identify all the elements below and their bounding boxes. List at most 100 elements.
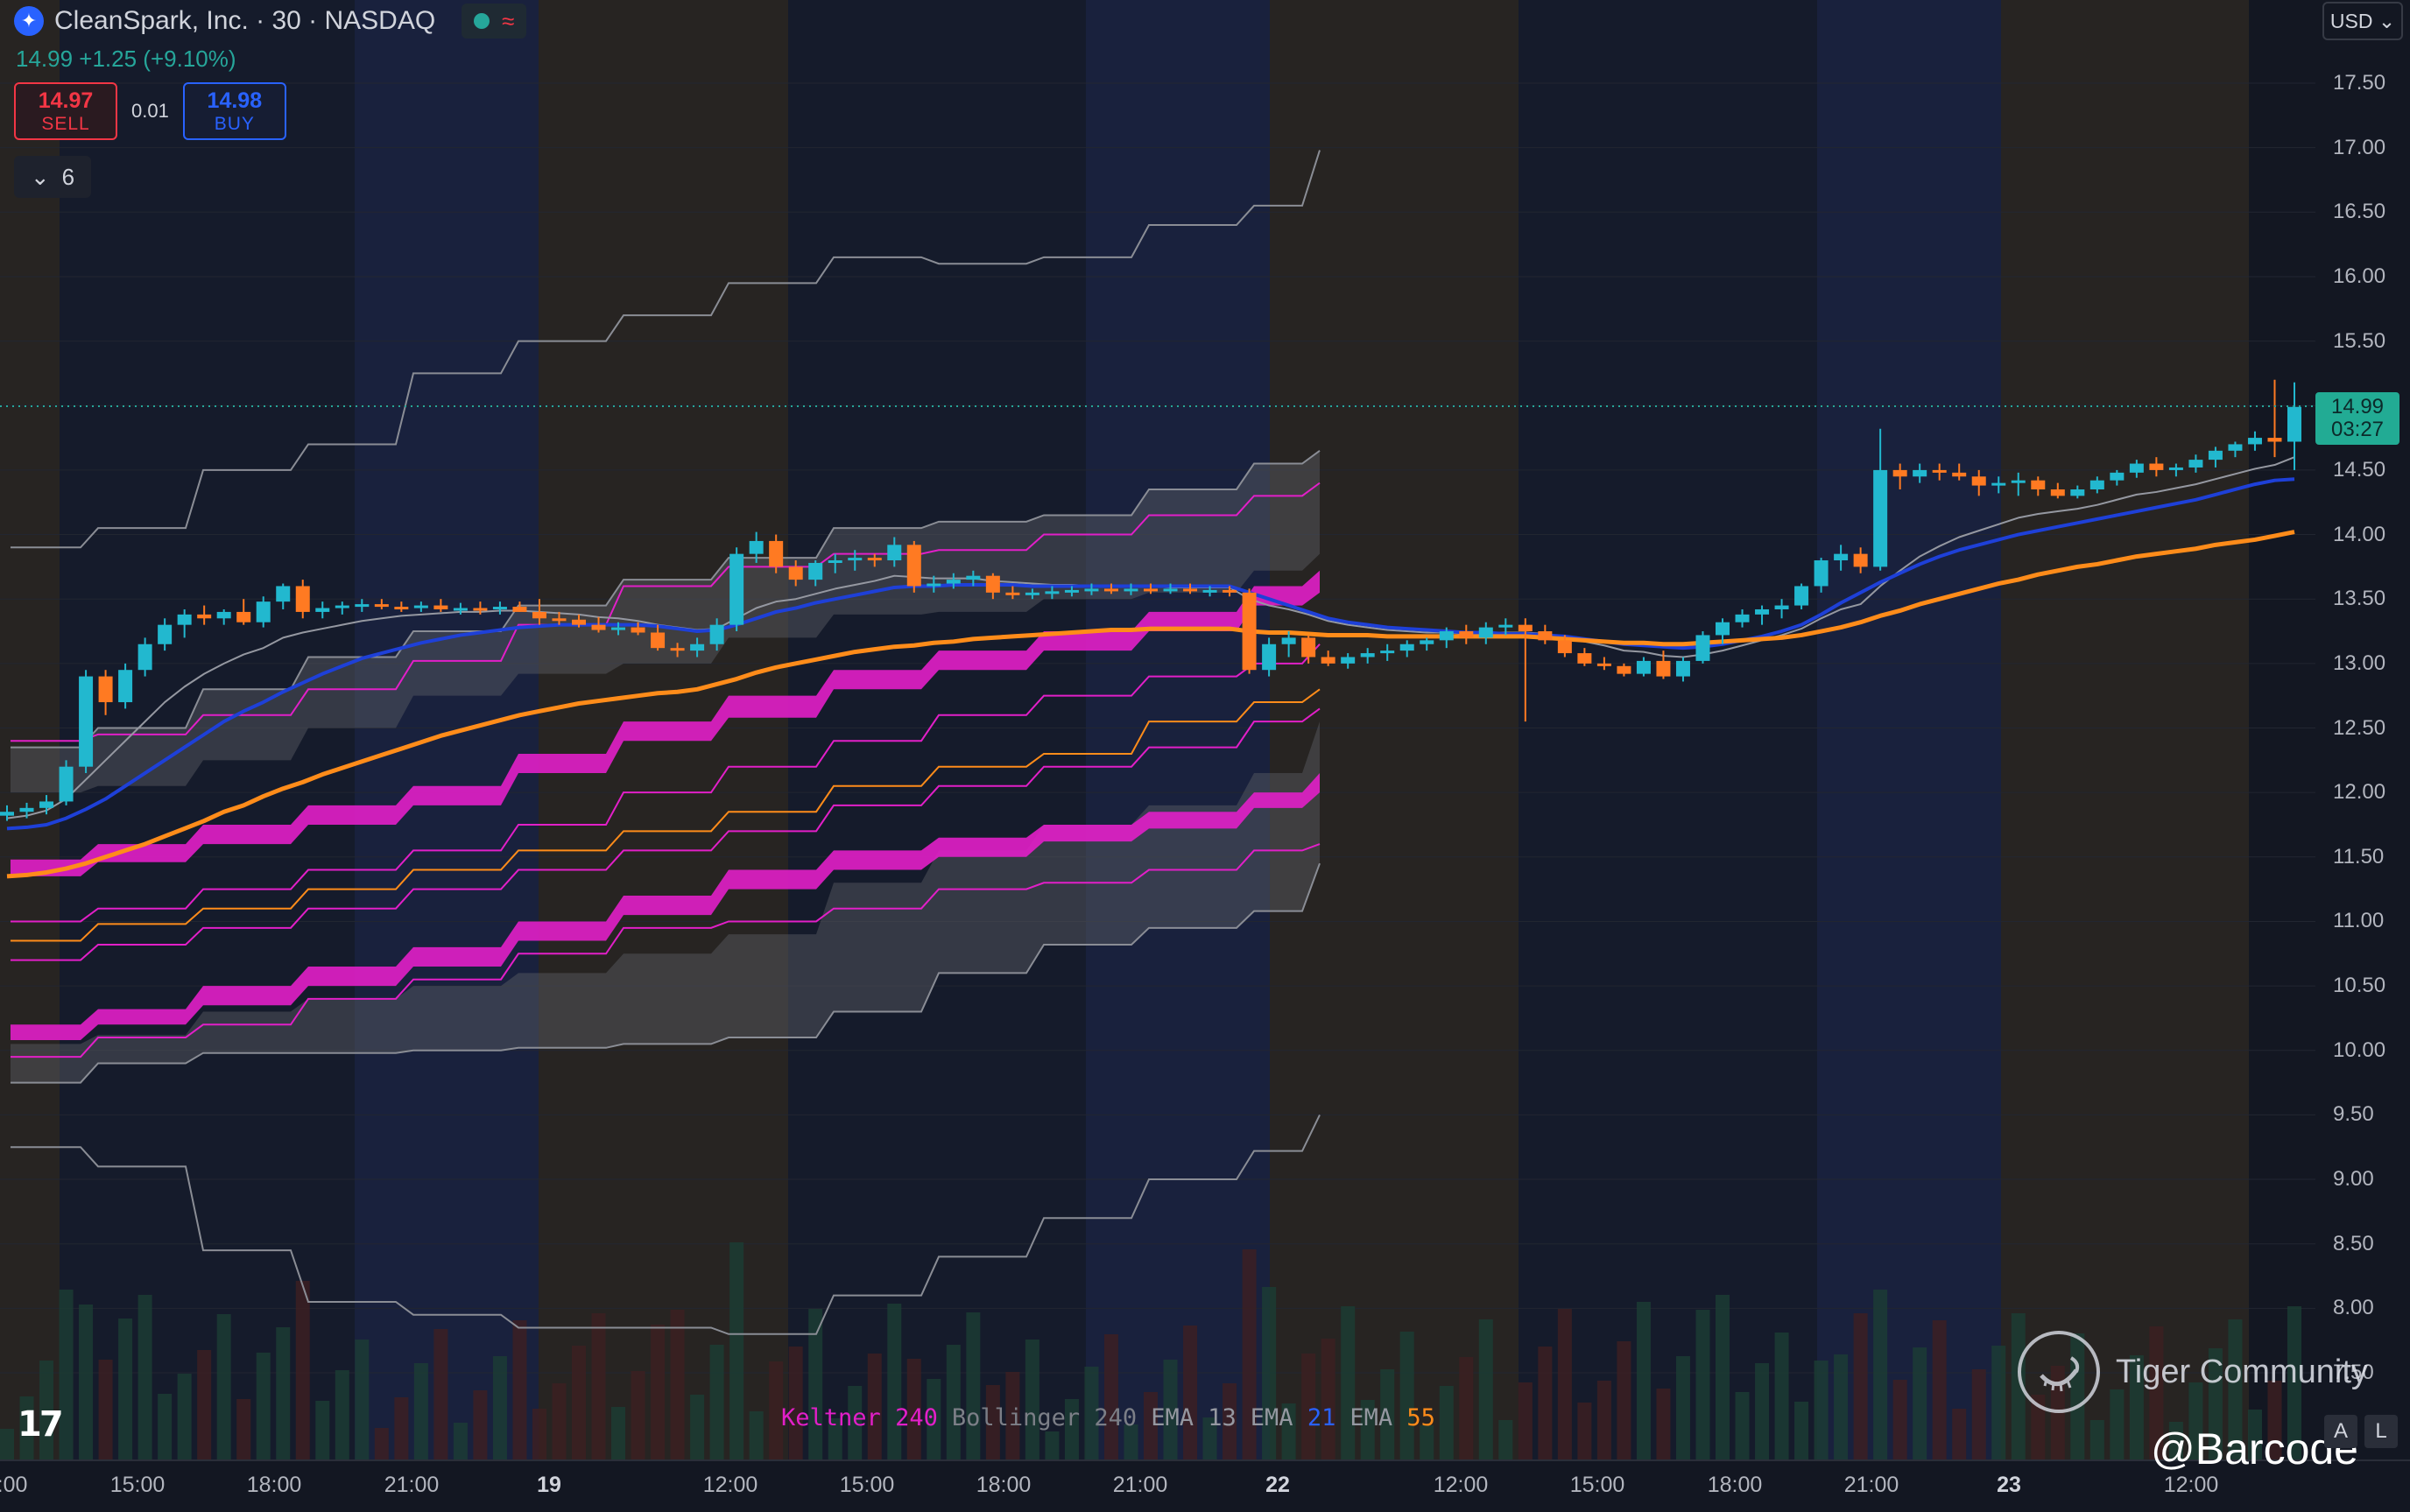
candle-body	[1301, 637, 1316, 658]
volume-bar	[1420, 1425, 1434, 1460]
trade-panel: 14.97 SELL 0.01 14.98 BUY	[14, 82, 286, 140]
candle-body	[1103, 588, 1118, 592]
bollinger-lower-band	[11, 721, 1320, 1083]
candle-body	[1716, 622, 1730, 636]
candle-body	[1735, 614, 1750, 622]
sell-button[interactable]: 14.97 SELL	[14, 82, 117, 140]
session-band	[1817, 0, 2001, 1460]
candle-body	[1005, 592, 1020, 595]
candle-body	[1913, 469, 1927, 477]
volume-bar	[1124, 1424, 1138, 1460]
volume-bar	[2267, 1381, 2282, 1460]
time-tick-label: 19	[537, 1473, 561, 1497]
volume-bar	[315, 1401, 330, 1460]
volume-bar	[1853, 1313, 1868, 1460]
keltner-outer-top	[11, 482, 1321, 742]
candle-body	[59, 766, 74, 802]
auto-scale-button[interactable]: A	[2324, 1415, 2357, 1448]
volume-bar	[158, 1394, 173, 1460]
candle-body	[670, 648, 685, 651]
last-price-value: 14.99	[2330, 395, 2385, 418]
keltner-mid-line	[11, 688, 1321, 942]
tiger-logo-graphic	[2040, 1356, 2080, 1392]
time-tick-label: 15:00	[1569, 1473, 1625, 1497]
market-open-icon	[474, 13, 490, 29]
volume-bar	[1005, 1372, 1020, 1460]
candlesticks	[0, 379, 2301, 821]
wave-icon: ≈	[502, 7, 515, 34]
candle-body	[2089, 480, 2104, 489]
sell-label: SELL	[41, 113, 90, 134]
candle-body	[1952, 472, 1967, 477]
volume-bar	[2031, 1395, 2046, 1460]
candle-body	[788, 566, 803, 580]
volume-bar	[867, 1354, 882, 1460]
candle-body	[1163, 588, 1178, 592]
volume-bar	[177, 1374, 192, 1460]
volume-bar	[788, 1347, 803, 1460]
candle-body	[532, 611, 546, 619]
volume-bar	[1321, 1339, 1335, 1460]
volume-bar	[355, 1340, 370, 1460]
session-band	[1519, 0, 1817, 1460]
indicators-toggle[interactable]: ⌄ 6	[14, 156, 91, 198]
volume-bar	[1025, 1340, 1039, 1460]
volume-bar	[413, 1363, 428, 1460]
currency-selector[interactable]: USD ⌄	[2322, 2, 2403, 40]
volume-bar	[137, 1295, 152, 1460]
chevron-down-icon: ⌄	[30, 163, 50, 190]
volume-bar	[2168, 1422, 2183, 1460]
last-price-badge: 14.99 03:27	[2315, 392, 2399, 445]
price-tick-label: 17.00	[2333, 135, 2386, 159]
volume-bar	[946, 1345, 961, 1460]
volume-bar	[2089, 1420, 2104, 1460]
candle-body	[1991, 482, 2006, 486]
tiger-community-watermark: Tiger Community	[2018, 1331, 2368, 1413]
symbol-logo-icon: ✦	[14, 6, 44, 36]
candle-body	[2267, 438, 2282, 442]
volume-bar	[2011, 1313, 2026, 1460]
volume-bar	[19, 1396, 34, 1460]
tradingview-logo-icon[interactable]: 17	[18, 1404, 64, 1445]
candle-body	[966, 575, 981, 580]
symbol-title[interactable]: CleanSpark, Inc. · 30 · NASDAQ	[54, 6, 436, 35]
candle-body	[453, 608, 468, 611]
volume-bar	[59, 1290, 74, 1460]
candle-body	[1223, 589, 1237, 593]
watermark-text: Tiger Community	[2116, 1353, 2368, 1390]
price-tick-label: 13.00	[2333, 651, 2386, 675]
candle-body	[1478, 627, 1493, 638]
candle-body	[79, 676, 94, 767]
buy-button[interactable]: 14.98 BUY	[182, 82, 286, 140]
legend-keltner[interactable]: Keltner 240	[781, 1404, 938, 1431]
legend-ema13[interactable]: EMA 13	[1151, 1404, 1237, 1431]
candle-body	[492, 607, 507, 610]
candle-body	[216, 611, 231, 619]
volume-bar	[1399, 1332, 1414, 1460]
sell-price: 14.97	[38, 88, 94, 113]
log-scale-button[interactable]: L	[2364, 1415, 2398, 1448]
gridlines	[0, 82, 2315, 1374]
candle-body	[1321, 657, 1335, 664]
bollinger-inner-top	[11, 449, 1321, 749]
candle-body	[2287, 406, 2301, 442]
legend-ema21[interactable]: EMA 21	[1251, 1404, 1336, 1431]
legend-ema55[interactable]: EMA 55	[1349, 1404, 1435, 1431]
time-tick-label: 21:00	[384, 1473, 440, 1497]
candle-body	[1380, 651, 1395, 654]
volume-bar	[1971, 1369, 1986, 1460]
session-band	[788, 0, 1086, 1460]
session-backgrounds	[0, 0, 2249, 1460]
candle-body	[572, 619, 586, 625]
bollinger-outer-top	[11, 150, 1321, 549]
legend-bollinger[interactable]: Bollinger 240	[952, 1404, 1137, 1431]
volume-bar	[1380, 1369, 1395, 1460]
market-status-pill[interactable]: ≈	[462, 4, 527, 39]
indicator-legend[interactable]: Keltner 240 Bollinger 240 EMA 13 EMA 21 …	[781, 1404, 1435, 1431]
volume-bar	[295, 1281, 310, 1460]
volume-bar	[1281, 1403, 1296, 1460]
volume-bar	[927, 1379, 941, 1460]
volume-bar	[1103, 1334, 1118, 1460]
price-tick-label: 11.00	[2333, 909, 2385, 933]
